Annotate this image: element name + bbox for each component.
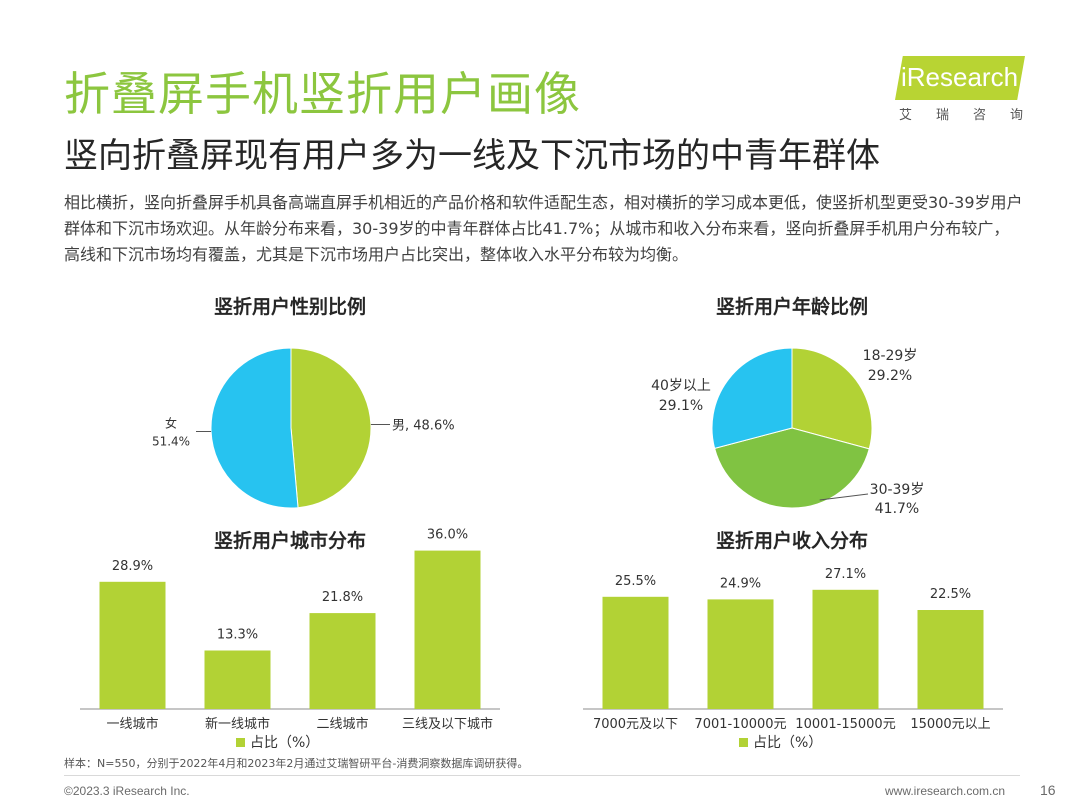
logo-char: 咨 [972, 108, 986, 123]
logo-char: 询 [1009, 108, 1023, 123]
intro-paragraph: 相比横折，竖向折叠屏手机具备高端直屏手机相近的产品价格和软件适配生态，相对横折的… [64, 193, 1023, 264]
footnote: 样本：N=550，分别于2022年4月和2023年2月通过艾瑞智研平台-消费洞察… [64, 757, 529, 770]
age-pie-chart: 18-29岁 29.2% 30-39岁 41.7% 40岁以上 29.1% [651, 347, 925, 517]
pie-slice-40-plus [711, 347, 793, 449]
page-title: 折叠屏手机竖折用户画像 [64, 67, 581, 121]
income-chart-title: 竖折用户收入分布 [715, 530, 869, 552]
website-link[interactable]: www.iresearch.com.cn [885, 784, 1006, 798]
age-chart-title: 竖折用户年龄比例 [715, 296, 869, 318]
pie-value-female: 51.4% [152, 435, 190, 449]
x-tick-label: 7001-10000元 [694, 717, 786, 732]
x-tick-label: 一线城市 [106, 716, 158, 732]
leader-line-30-39 [819, 493, 869, 501]
bar [99, 581, 166, 709]
pie-slice-30-39 [714, 427, 870, 509]
pie-slice-18-29 [791, 347, 873, 450]
legend-swatch [739, 738, 748, 747]
bar-data-label: 13.3% [217, 628, 258, 643]
legend-label: 占比（%） [250, 735, 319, 751]
age-label-18-29: 18-29岁 [863, 348, 918, 364]
page-subtitle: 竖向折叠屏现有用户多为一线及下沉市场的中青年群体 [64, 136, 880, 176]
city-chart-title: 竖折用户城市分布 [213, 530, 367, 552]
bar-data-label: 27.1% [825, 567, 866, 582]
logo-text: iResearch [901, 62, 1019, 92]
bar-data-label: 36.0% [427, 528, 468, 543]
bar-data-label: 25.5% [615, 574, 656, 589]
bar [707, 599, 774, 709]
income-bar-chart: 25.5% 7000元及以下 24.9% 7001-10000元 27.1% 10001-… [583, 567, 1003, 751]
age-label-40-plus: 40岁以上 [651, 378, 711, 394]
bar-data-label: 24.9% [720, 576, 761, 591]
logo-badge [895, 56, 1025, 100]
bar [602, 596, 669, 709]
age-value-40-plus: 29.1% [659, 398, 703, 414]
logo-char: 艾 [899, 108, 913, 123]
x-tick-label: 三线及以下城市 [402, 716, 493, 732]
x-tick-label: 新一线城市 [205, 716, 270, 732]
bar-data-label: 28.9% [112, 559, 153, 574]
pie-slice-male [290, 347, 372, 509]
city-bar-chart: 28.9% 一线城市 13.3% 新一线城市 21.8% 二线城市 36.0% 三线及以下城市… [80, 528, 500, 751]
gender-pie-chart: 男, 48.6% 女 51.4% [152, 347, 455, 509]
age-label-30-39: 30-39岁 [870, 482, 925, 498]
x-tick-label: 7000元及以下 [593, 717, 678, 732]
pie-label-male: 男, 48.6% [392, 418, 455, 433]
copyright: ©2023.3 iResearch Inc. [64, 784, 190, 798]
gender-chart-title: 竖折用户性别比例 [213, 296, 367, 318]
logo-subtitle: 艾 瑞 咨 询 [899, 104, 1023, 123]
pie-label-female: 女 [165, 416, 177, 431]
age-value-18-29: 29.2% [868, 368, 912, 384]
bar [917, 610, 984, 709]
bar-data-label: 22.5% [930, 587, 971, 602]
bar [204, 650, 271, 709]
pie-slice-female [210, 347, 299, 509]
x-tick-label: 10001-15000元 [795, 717, 895, 732]
bar [414, 550, 481, 709]
bar [309, 613, 376, 709]
page-number: 16 [1040, 782, 1056, 798]
legend-swatch [236, 738, 245, 747]
footer-divider [64, 775, 1020, 776]
logo-char: 瑞 [935, 108, 949, 123]
age-value-30-39: 41.7% [875, 501, 919, 517]
bar [812, 589, 879, 709]
x-tick-label: 二线城市 [316, 716, 368, 732]
x-tick-label: 15000元以上 [910, 717, 990, 732]
iresearch-logo: iResearch 艾 瑞 咨 询 [895, 56, 1030, 126]
legend-label: 占比（%） [753, 735, 822, 751]
bar-data-label: 21.8% [322, 590, 363, 605]
